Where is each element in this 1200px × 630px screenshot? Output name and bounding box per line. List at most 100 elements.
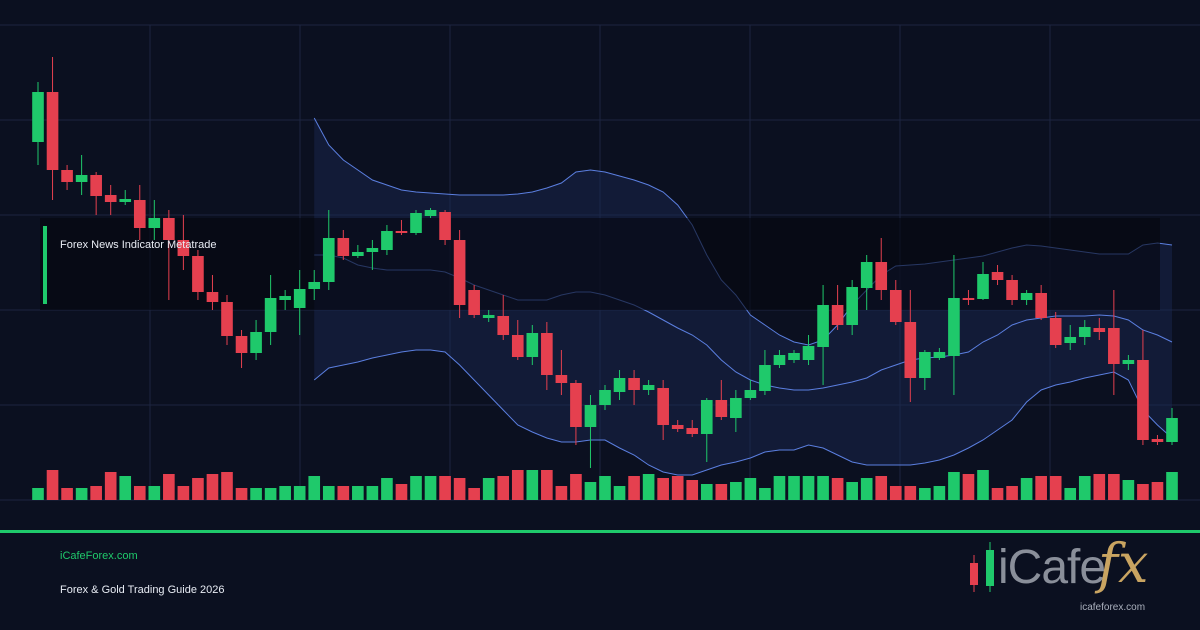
volume-bar bbox=[264, 488, 277, 500]
candle-body bbox=[1166, 418, 1178, 442]
candle-body bbox=[1020, 293, 1033, 300]
volume-bar bbox=[526, 470, 539, 500]
volume-bar bbox=[919, 488, 931, 500]
candle-body bbox=[730, 398, 742, 418]
volume-bar bbox=[584, 482, 597, 500]
volume-bar bbox=[192, 478, 204, 500]
candle-body bbox=[381, 231, 393, 250]
candle-body bbox=[1035, 293, 1047, 318]
candle-body bbox=[148, 218, 161, 228]
candle-body bbox=[192, 256, 204, 292]
candle-body bbox=[773, 355, 786, 365]
volume-bar bbox=[860, 478, 873, 500]
candle-body bbox=[802, 346, 815, 360]
candle-body bbox=[759, 365, 771, 391]
volume-bar bbox=[1049, 476, 1062, 500]
candle-body bbox=[75, 175, 88, 182]
candle-body bbox=[235, 336, 248, 353]
volume-bar bbox=[700, 484, 713, 500]
volume-bar bbox=[555, 486, 568, 500]
volume-bar bbox=[831, 478, 844, 500]
volume-bar bbox=[948, 472, 960, 500]
volume-bar bbox=[1166, 472, 1178, 500]
candle-body bbox=[104, 195, 117, 202]
candle-body bbox=[90, 175, 102, 196]
volume-bar bbox=[744, 478, 757, 500]
divider bbox=[0, 530, 1200, 533]
volume-bar bbox=[1020, 478, 1033, 500]
candle-body bbox=[1108, 328, 1120, 364]
volume-bar bbox=[962, 474, 975, 500]
candle-body bbox=[61, 170, 73, 182]
volume-bar bbox=[1137, 484, 1149, 500]
volume-bar bbox=[904, 486, 917, 500]
band-fill bbox=[314, 118, 1172, 475]
candle-body bbox=[642, 385, 655, 390]
volume-bar bbox=[889, 486, 902, 500]
candle-body bbox=[657, 388, 669, 425]
volume-bar bbox=[337, 486, 350, 500]
volume-bar bbox=[846, 482, 858, 500]
volume-bar bbox=[322, 486, 335, 500]
candle-body bbox=[322, 238, 335, 282]
volume-bar bbox=[206, 474, 219, 500]
volume-bar bbox=[119, 476, 132, 500]
volume-bar bbox=[133, 486, 146, 500]
candle-body bbox=[570, 383, 582, 427]
volume-bar bbox=[75, 488, 88, 500]
volume-bar bbox=[235, 488, 248, 500]
candle-body bbox=[860, 262, 873, 288]
volume-bar bbox=[759, 488, 771, 500]
candle-body bbox=[613, 378, 626, 392]
candle-body bbox=[599, 390, 611, 405]
volume-bar bbox=[933, 486, 946, 500]
volume-bar bbox=[221, 472, 233, 500]
volume-bar bbox=[642, 474, 655, 500]
volume-bar bbox=[410, 476, 422, 500]
volume-bar bbox=[366, 486, 379, 500]
candle-body bbox=[1122, 360, 1135, 364]
volume-bar bbox=[148, 486, 161, 500]
candle-body bbox=[686, 428, 699, 434]
volume-bar bbox=[482, 478, 495, 500]
volume-bar bbox=[817, 476, 829, 500]
volume-bar bbox=[511, 470, 524, 500]
candle-body bbox=[846, 287, 858, 325]
volume-bar bbox=[773, 476, 786, 500]
candle-body bbox=[352, 252, 364, 256]
band-line bbox=[313, 349, 1173, 476]
volume-bar bbox=[715, 484, 728, 500]
volume-bar bbox=[991, 488, 1004, 500]
volume-bar bbox=[613, 486, 626, 500]
candle-body bbox=[991, 272, 1004, 280]
candle-body bbox=[410, 213, 422, 233]
volume-bar bbox=[352, 486, 364, 500]
candle-body bbox=[1137, 360, 1149, 440]
logo-brand: iCafe bbox=[998, 541, 1106, 594]
candle-body bbox=[468, 290, 480, 315]
candle-body bbox=[1151, 439, 1164, 442]
volume-bar bbox=[1078, 476, 1091, 500]
candle-body bbox=[206, 292, 219, 302]
candle-body bbox=[962, 298, 975, 300]
volume-bar bbox=[730, 482, 742, 500]
logo-icon bbox=[970, 542, 994, 592]
candles bbox=[32, 57, 1178, 468]
candle-body bbox=[497, 316, 510, 335]
volume-bar bbox=[1122, 480, 1135, 500]
volume-bar bbox=[599, 476, 611, 500]
volume-bar bbox=[293, 486, 306, 500]
candle-body bbox=[439, 212, 451, 240]
candle-body bbox=[831, 305, 844, 325]
volume-bar bbox=[46, 470, 59, 500]
volume-bar bbox=[570, 474, 582, 500]
candle-body bbox=[933, 352, 946, 358]
volume-bar bbox=[381, 478, 393, 500]
candle-body bbox=[424, 210, 437, 216]
volume-bar bbox=[671, 476, 684, 500]
volume-bar bbox=[977, 470, 989, 500]
candle-body bbox=[221, 302, 233, 336]
banner-subtitle: Forex & Gold Trading Guide 2026 bbox=[60, 584, 225, 596]
candle-body bbox=[250, 332, 262, 353]
